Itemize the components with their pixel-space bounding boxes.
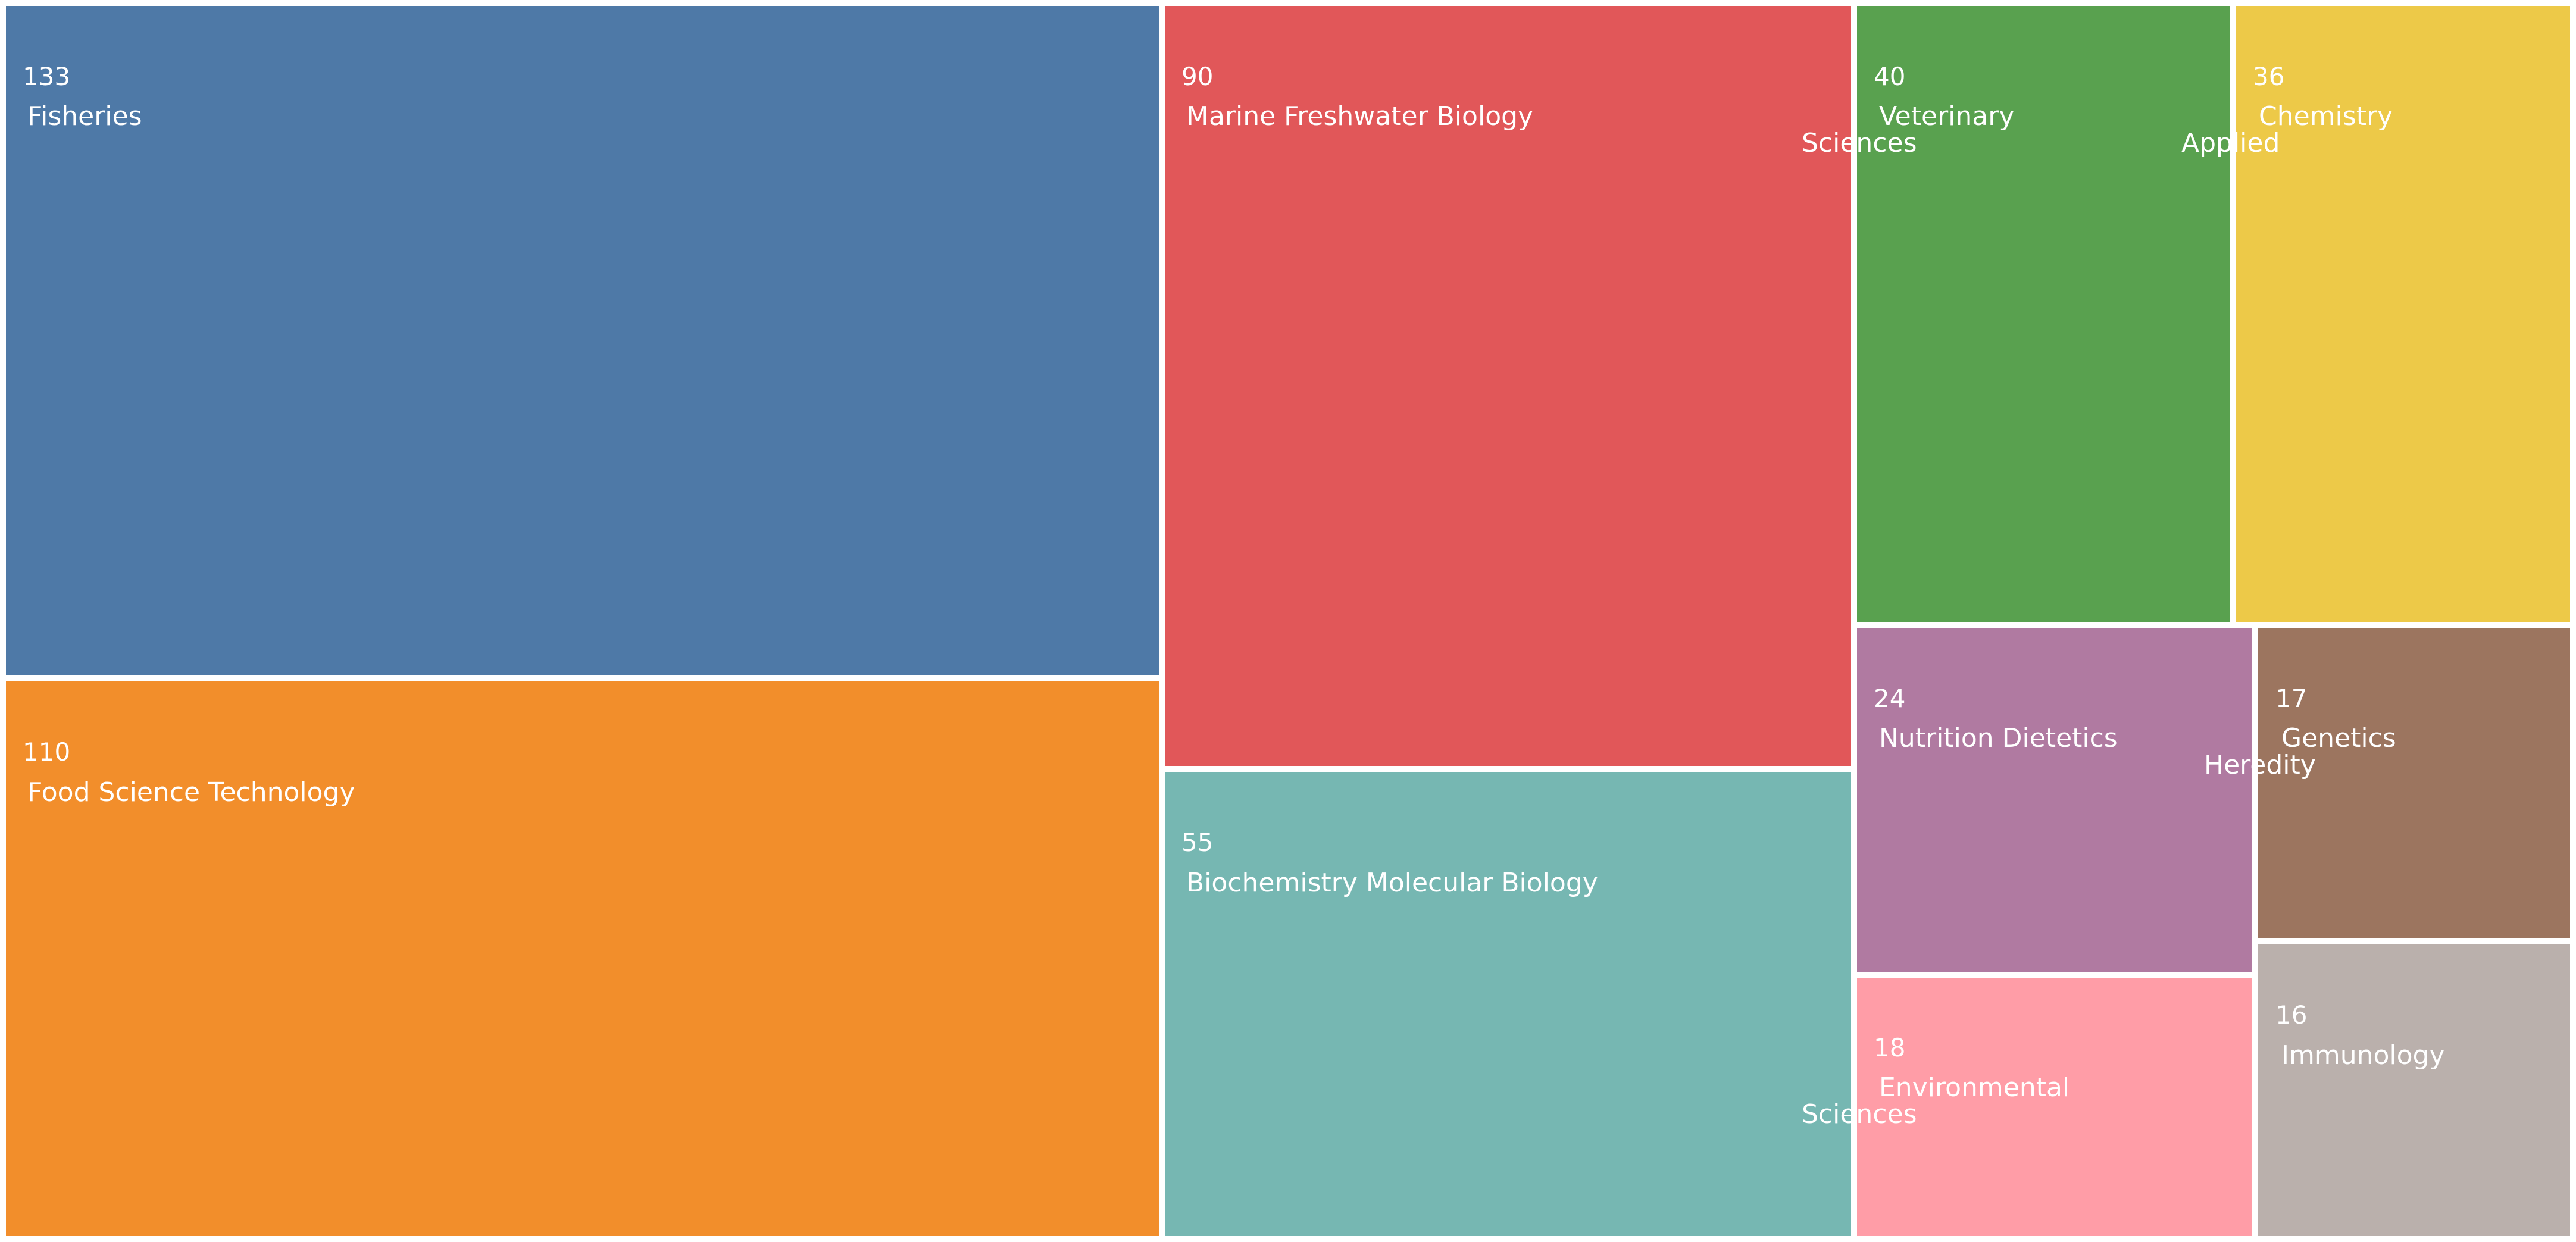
tile-rect-chemistry-applied[interactable] — [2236, 6, 2570, 622]
tile-label-marine-freshwater-biology: Marine Freshwater Biology — [1186, 101, 1533, 132]
tile-rect-biochemistry-molecular-biology[interactable] — [1165, 772, 1851, 1236]
treemap-tile-food-science-technology[interactable]: 110 Food Science Technology — [6, 681, 1159, 1236]
tile-label-chemistry-applied: Chemistry Applied — [2181, 101, 2393, 158]
tile-label-line: Veterinary — [1879, 101, 2014, 132]
tile-label-veterinary-sciences: Veterinary Sciences — [1802, 101, 2014, 158]
tile-label-line: Environmental — [1879, 1072, 2069, 1103]
tile-label-line: Immunology — [2281, 1040, 2445, 1071]
treemap-tile-veterinary-sciences[interactable]: 40 Veterinary Sciences — [1802, 6, 2230, 622]
treemap-tile-nutrition-dietetics[interactable]: 24 Nutrition Dietetics — [1857, 628, 2252, 972]
tile-label-line: Food Science Technology — [27, 777, 355, 808]
tile-rect-marine-freshwater-biology[interactable] — [1165, 6, 1851, 766]
tile-label-line: Applied — [2181, 128, 2280, 158]
tile-rect-veterinary-sciences[interactable] — [1857, 6, 2230, 622]
tile-rect-fisheries[interactable] — [6, 6, 1159, 675]
tile-label-line: Genetics — [2281, 723, 2396, 753]
tile-label-line: Marine Freshwater Biology — [1186, 101, 1533, 132]
tile-value-fisheries: 133 — [23, 62, 70, 91]
tile-label-immunology: Immunology — [2281, 1040, 2445, 1071]
tile-value-chemistry-applied: 36 — [2253, 62, 2284, 91]
tile-value-marine-freshwater-biology: 90 — [1181, 62, 1213, 91]
treemap-tile-immunology[interactable]: 16 Immunology — [2258, 944, 2570, 1236]
tile-label-fisheries: Fisheries — [27, 101, 142, 132]
tile-rect-environmental-sciences[interactable] — [1857, 978, 2252, 1236]
tile-rect-nutrition-dietetics[interactable] — [1857, 628, 2252, 972]
treemap-tile-fisheries[interactable]: 133 Fisheries — [6, 6, 1159, 675]
tile-label-food-science-technology: Food Science Technology — [27, 777, 355, 808]
treemap-tile-biochemistry-molecular-biology[interactable]: 55 Biochemistry Molecular Biology — [1165, 772, 1851, 1236]
tile-value-genetics-heredity: 17 — [2275, 684, 2307, 713]
tile-label-line: Fisheries — [27, 101, 142, 132]
tile-value-food-science-technology: 110 — [23, 737, 70, 767]
tile-label-line: Sciences — [1802, 1099, 1917, 1130]
tile-label-line: Sciences — [1802, 128, 1917, 158]
tile-value-nutrition-dietetics: 24 — [1874, 684, 1905, 713]
tile-rect-immunology[interactable] — [2258, 944, 2570, 1236]
tile-value-biochemistry-molecular-biology: 55 — [1181, 828, 1213, 857]
tile-label-line: Biochemistry Molecular Biology — [1186, 868, 1598, 898]
tile-label-environmental-sciences: Environmental Sciences — [1802, 1072, 2069, 1130]
tile-label-line: Nutrition Dietetics — [1879, 723, 2118, 753]
tile-value-immunology: 16 — [2275, 1000, 2307, 1030]
tile-label-nutrition-dietetics: Nutrition Dietetics — [1879, 723, 2118, 753]
tile-rect-food-science-technology[interactable] — [6, 681, 1159, 1236]
tile-rect-genetics-heredity[interactable] — [2258, 628, 2570, 938]
tile-label-line: Chemistry — [2259, 101, 2393, 132]
tile-label-line: Heredity — [2204, 750, 2316, 780]
tile-label-biochemistry-molecular-biology: Biochemistry Molecular Biology — [1186, 868, 1598, 898]
treemap-tile-chemistry-applied[interactable]: 36 Chemistry Applied — [2181, 6, 2570, 622]
tile-label-genetics-heredity: Genetics Heredity — [2204, 723, 2396, 780]
treemap-tile-marine-freshwater-biology[interactable]: 90 Marine Freshwater Biology — [1165, 6, 1851, 766]
tile-value-environmental-sciences: 18 — [1874, 1033, 1905, 1062]
treemap-tile-environmental-sciences[interactable]: 18 Environmental Sciences — [1802, 978, 2252, 1236]
treemap-tile-genetics-heredity[interactable]: 17 Genetics Heredity — [2204, 628, 2570, 938]
tile-value-veterinary-sciences: 40 — [1874, 62, 1905, 91]
